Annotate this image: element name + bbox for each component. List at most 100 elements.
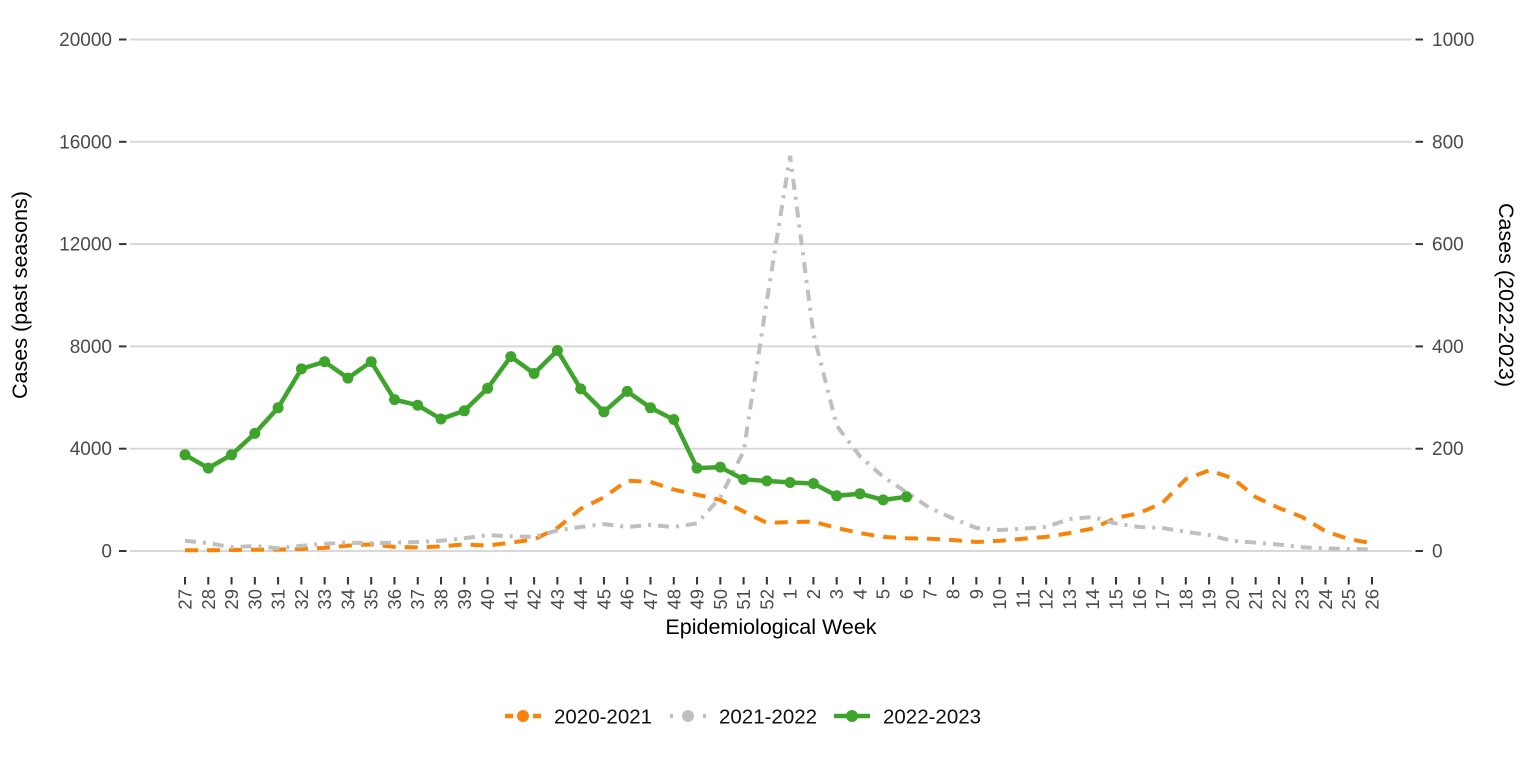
x-tick-label: 47 <box>640 589 661 610</box>
x-tick-label: 37 <box>407 589 428 610</box>
x-tick-label: 30 <box>244 589 265 610</box>
x-tick-label: 42 <box>524 589 545 610</box>
x-tick-label: 24 <box>1315 589 1336 610</box>
x-tick-label: 40 <box>477 589 498 610</box>
data-point <box>784 477 796 488</box>
y-right-tick-label: 800 <box>1432 132 1464 153</box>
x-tick-label: 41 <box>500 589 521 610</box>
data-point <box>249 427 261 439</box>
series-2021-2022 <box>184 155 1373 552</box>
data-point <box>179 449 191 461</box>
x-tick-label: 11 <box>1012 589 1033 608</box>
x-tick-label: 19 <box>1199 589 1220 610</box>
x-tick-label: 29 <box>221 589 242 610</box>
data-point <box>598 406 610 418</box>
x-tick-label: 38 <box>431 589 452 610</box>
data-point <box>365 356 377 368</box>
y-left-tick-label: 12000 <box>59 235 112 256</box>
x-tick-label: 5 <box>873 589 894 599</box>
x-tick-label: 45 <box>593 589 614 610</box>
data-point <box>528 368 540 379</box>
data-point <box>575 383 587 395</box>
x-tick-label: 34 <box>337 589 358 610</box>
data-point <box>319 356 331 368</box>
x-tick-label: 48 <box>663 589 684 610</box>
x-tick-label: 27 <box>175 589 196 610</box>
x-tick-label: 32 <box>291 589 312 610</box>
x-tick-label: 9 <box>966 589 987 599</box>
y-right-tick-label: 1000 <box>1432 30 1474 51</box>
x-tick-label: 44 <box>570 589 591 610</box>
data-point <box>295 363 307 375</box>
data-point <box>482 382 494 394</box>
legend-item-2020-2021: 2020-2021 <box>505 706 652 729</box>
x-tick-label: 15 <box>1105 589 1126 610</box>
y-right-tick-label: 0 <box>1432 542 1443 563</box>
legend: 2020-2021 2021-2022 2022-2023 <box>505 706 981 729</box>
y-left-tick-label: 0 <box>101 542 112 563</box>
data-point <box>621 385 633 397</box>
x-tick-label: 36 <box>384 589 405 610</box>
x-tick-label: 1 <box>780 589 801 599</box>
x-tick-label: 52 <box>756 589 777 610</box>
series-2020-2021 <box>185 468 1373 553</box>
data-point <box>272 402 284 414</box>
y-axis-right: 0 200 400 600 800 1000 <box>1415 30 1474 563</box>
x-tick-label: 31 <box>268 589 289 610</box>
data-point <box>505 351 517 363</box>
x-tick-label: 25 <box>1338 589 1359 610</box>
y-right-axis-title: Cases (2022-2023) <box>1494 203 1518 387</box>
data-point <box>551 345 563 356</box>
legend-key-dot <box>682 710 694 722</box>
data-point <box>901 491 912 503</box>
x-tick-label: 28 <box>198 589 219 610</box>
x-tick-label: 20 <box>1222 589 1243 610</box>
data-point <box>389 394 400 406</box>
legend-item-2021-2022: 2021-2022 <box>670 706 817 729</box>
x-tick-label: 26 <box>1362 589 1383 610</box>
x-tick-label: 33 <box>314 589 335 610</box>
x-tick-label: 35 <box>361 589 382 610</box>
x-tick-label: 12 <box>1036 589 1057 610</box>
y-left-tick-label: 16000 <box>59 132 112 153</box>
x-tick-label: 14 <box>1082 589 1103 610</box>
x-tick-label: 23 <box>1292 589 1313 610</box>
y-left-axis-title: Cases (past seasons) <box>8 191 32 399</box>
x-tick-label: 7 <box>919 589 940 599</box>
data-point <box>807 478 819 489</box>
legend-label: 2020-2021 <box>554 706 652 729</box>
x-tick-label: 16 <box>1129 589 1150 610</box>
data-point <box>202 462 214 474</box>
legend-label: 2022-2023 <box>883 706 981 729</box>
series-line-2021-2022 <box>184 155 1373 552</box>
series-line-2020-2021 <box>185 468 1373 553</box>
y-right-tick-label: 200 <box>1432 439 1464 460</box>
x-axis-title: Epidemiological Week <box>665 615 876 639</box>
x-tick-label: 10 <box>989 589 1010 610</box>
y-right-tick-label: 400 <box>1432 337 1464 358</box>
data-point <box>854 488 866 500</box>
x-tick-label: 4 <box>849 589 870 599</box>
series-2022-2023 <box>179 345 912 506</box>
x-tick-label: 50 <box>710 589 731 610</box>
data-point <box>668 414 680 425</box>
x-tick-label: 8 <box>943 589 964 599</box>
data-point <box>435 413 447 425</box>
x-tick-label: 49 <box>687 589 708 610</box>
gridlines <box>130 38 1412 552</box>
y-left-tick-label: 20000 <box>59 30 112 51</box>
x-tick-label: 39 <box>454 589 475 610</box>
x-tick-label: 51 <box>733 589 754 610</box>
y-right-tick-label: 600 <box>1432 235 1464 256</box>
data-point <box>761 475 773 487</box>
series-line-2022-2023 <box>183 346 907 503</box>
x-tick-label: 18 <box>1175 589 1196 610</box>
data-point <box>458 405 470 417</box>
x-tick-label: 21 <box>1245 589 1266 610</box>
x-tick-label: 22 <box>1268 589 1289 610</box>
data-point <box>226 449 237 461</box>
data-point <box>342 372 354 384</box>
x-tick-label: 3 <box>826 589 847 599</box>
x-tick-label: 46 <box>617 589 638 610</box>
